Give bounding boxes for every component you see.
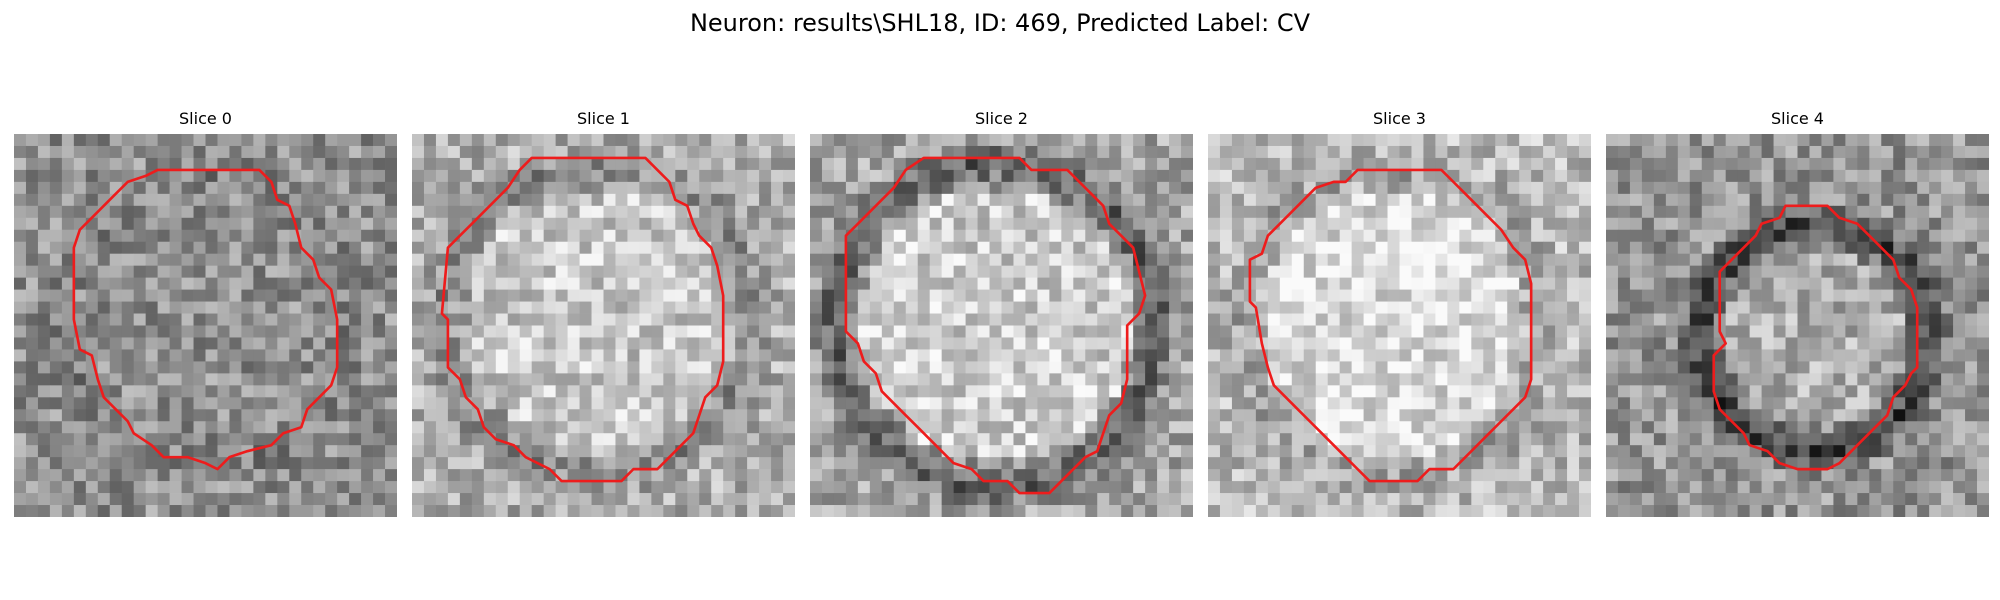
slice-3-image [1208,134,1591,517]
slice-0-svg [14,134,397,517]
slice-0-title: Slice 0 [179,109,232,128]
slice-2-title: Slice 2 [975,109,1028,128]
slice-3-svg [1208,134,1591,517]
slice-2-contour [844,156,1147,495]
slice-4-contour [1712,204,1919,471]
slice-4-title: Slice 4 [1771,109,1824,128]
slice-4-svg [1606,134,1989,517]
slice-3-title: Slice 3 [1373,109,1426,128]
slice-4-image [1606,134,1989,517]
slice-0-contour [72,168,339,471]
slice-2-svg [810,134,1193,517]
figure-title: Neuron: results\SHL18, ID: 469, Predicte… [689,9,1311,37]
slice-1-title: Slice 1 [577,109,630,128]
slice-2-image [810,134,1193,517]
slice-3-contour [1248,168,1533,483]
slice-1-image [412,134,795,517]
slice-1-svg [412,134,795,517]
slice-1-contour [440,156,725,483]
slice-0-image [14,134,397,517]
